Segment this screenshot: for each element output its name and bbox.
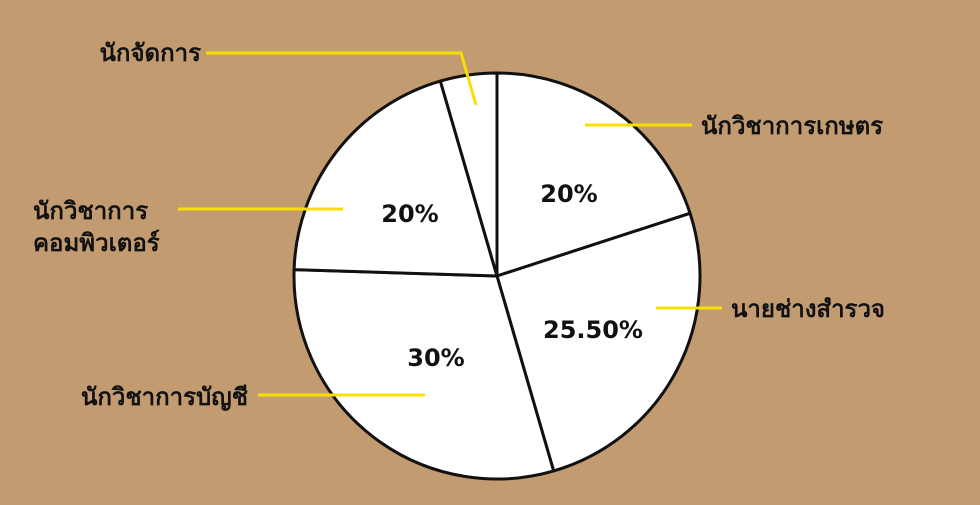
slice-survey: [495, 211, 702, 473]
category-label-agri: นักวิชาการเกษตร: [701, 112, 883, 140]
category-label-survey: นายช่างสำรวจ: [731, 295, 885, 323]
leader-manager: [206, 51, 478, 106]
slice-computer: [292, 79, 499, 278]
category-label-manager: นักจัดการ: [100, 39, 202, 67]
category-label-computer-line2: คอมพิวเตอร์: [33, 229, 160, 257]
slice-label-survey: 25.50%: [543, 316, 643, 344]
slice-accounting: [292, 268, 556, 481]
slice-label-computer: 20%: [381, 200, 438, 228]
leader-lines: [178, 51, 722, 397]
slice-label-accounting: 30%: [407, 344, 464, 372]
category-label-computer-line1: นักวิชาการ: [33, 197, 148, 225]
slice-agri: [495, 71, 692, 278]
slice-label-agri: 20%: [540, 180, 597, 208]
category-label-accounting: นักวิชาการบัญชี: [81, 383, 248, 411]
pie-slices: [292, 71, 702, 481]
